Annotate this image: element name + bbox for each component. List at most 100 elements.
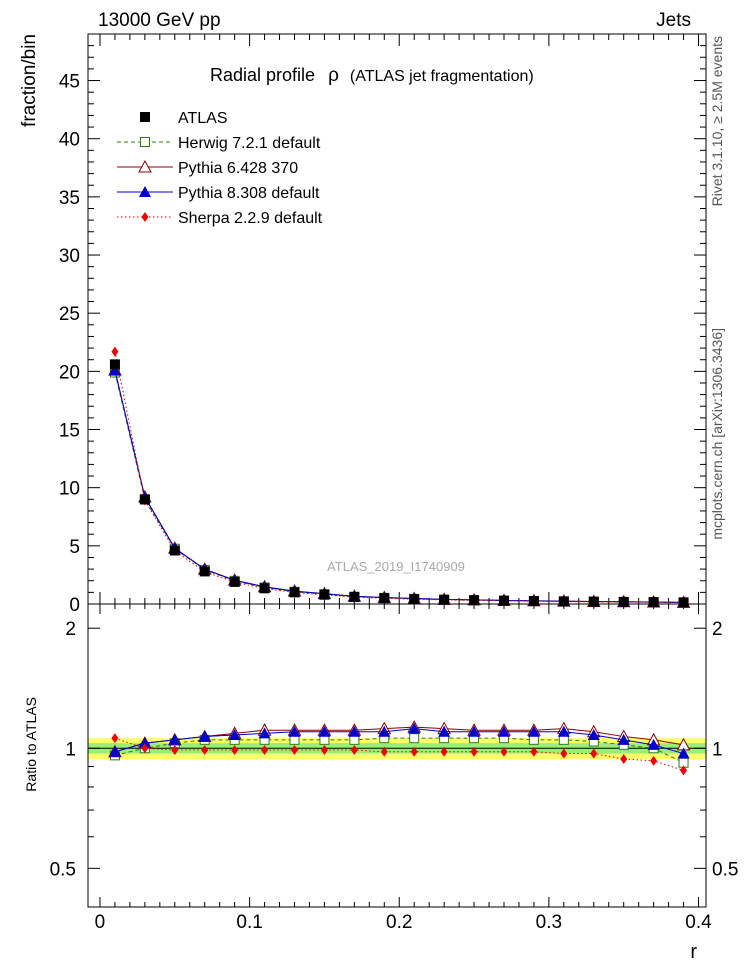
ratio-point-pythia-8-308-default	[168, 733, 181, 745]
main-point-atlas	[528, 596, 539, 607]
legend-label-herwig-7-2-1-default: Herwig 7.2.1 default	[178, 135, 321, 152]
main-series-group	[108, 346, 691, 608]
main-point-atlas	[319, 589, 330, 600]
ratio-point-sherpa-2-2-9-default	[560, 748, 568, 759]
ratio-point-sherpa-2-2-9-default	[680, 765, 688, 776]
main-ytick-label: 5	[69, 537, 80, 558]
ratio-line-pythia-8-308-default	[114, 728, 684, 755]
legend-marker-sherpa-2-2-9-default	[141, 212, 149, 222]
legend-label-sherpa-2-2-9-default: Sherpa 2.2.9 default	[178, 210, 323, 227]
x-tick-label: 0.2	[386, 912, 412, 933]
ratio-point-pythia-8-308-default	[587, 728, 600, 740]
main-ytick-label: 35	[59, 188, 80, 209]
ratio-point-pythia-8-308-default	[108, 745, 121, 757]
x-tick-label: 0.1	[236, 912, 262, 933]
ratio-point-sherpa-2-2-9-default	[261, 745, 269, 756]
ratio-point-pythia-8-308-default	[288, 725, 301, 737]
legend-marker-pythia-8-308-default	[139, 186, 151, 197]
ratio-point-pythia-8-308-default	[408, 722, 421, 734]
ratio-point-pythia-8-308-default	[198, 730, 211, 742]
ratio-point-sherpa-2-2-9-default	[350, 745, 358, 756]
ratio-point-pythia-8-308-default	[318, 725, 331, 737]
ratio-point-pythia-8-308-default	[228, 728, 241, 740]
main-ytick-label: 10	[59, 479, 80, 500]
main-ylabel: fraction/bin	[19, 34, 40, 127]
ratio-point-pythia-8-308-default	[348, 725, 361, 737]
ratio-ylabel: Ratio to ATLAS	[23, 697, 39, 792]
ratio-point-sherpa-2-2-9-default	[650, 755, 658, 766]
ratio-point-pythia-8-308-default	[468, 725, 481, 737]
ratio-ytick-label-right: 0.5	[712, 859, 738, 880]
ratio-line-sherpa-2-2-9-default	[114, 737, 684, 771]
ratio-series-group	[108, 720, 691, 776]
legend-label-atlas: ATLAS	[178, 110, 228, 127]
main-point-atlas	[648, 597, 659, 608]
legend-label-pythia-6-428-370: Pythia 6.428 370	[178, 160, 298, 177]
ratio-point-pythia-8-308-default	[438, 725, 451, 737]
main-point-atlas	[379, 593, 390, 604]
ratio-point-sherpa-2-2-9-default	[201, 745, 209, 756]
process-label: Jets	[656, 10, 691, 31]
main-ytick-label: 20	[59, 362, 80, 383]
main-point-atlas	[109, 359, 120, 370]
main-ytick-label: 40	[59, 130, 80, 151]
main-point-pythia-8-308-default	[108, 364, 121, 376]
main-title-symbol: ρ	[328, 65, 339, 86]
analysis-id: ATLAS_2019_I1740909	[327, 559, 465, 574]
ratio-point-sherpa-2-2-9-default	[231, 745, 239, 756]
ratio-frame	[87, 603, 707, 908]
ratio-point-sherpa-2-2-9-default	[590, 748, 598, 759]
x-tick-label: 0.3	[536, 912, 562, 933]
ratio-point-sherpa-2-2-9-default	[440, 746, 448, 757]
x-tick-label: 0.4	[685, 912, 712, 933]
ratio-ytick-label-left: 0.5	[50, 859, 76, 880]
main-point-atlas	[259, 583, 270, 594]
ratio-point-sherpa-2-2-9-default	[320, 745, 328, 756]
legend-marker-atlas	[140, 112, 150, 122]
ratio-point-sherpa-2-2-9-default	[500, 746, 508, 757]
legend-marker-pythia-6-428-370	[138, 159, 152, 173]
ratio-point-sherpa-2-2-9-default	[410, 746, 418, 757]
legend: ATLAS Herwig 7.2.1 default Pythia 6.428 37…	[117, 110, 323, 227]
x-axis-label: r	[690, 941, 697, 963]
main-ytick-label: 45	[59, 72, 80, 93]
rivet-label: Rivet 3.1.10, ≥ 2.5M events	[709, 36, 725, 206]
ratio-point-pythia-8-308-default	[378, 725, 391, 737]
ratio-point-pythia-8-308-default	[647, 738, 660, 750]
ratio-ytick-label-left: 1	[65, 739, 76, 760]
main-ytick-label: 25	[59, 304, 80, 325]
main-point-atlas	[678, 597, 689, 608]
ratio-point-sherpa-2-2-9-default	[380, 746, 388, 757]
main-point-atlas	[169, 545, 180, 556]
ratio-point-sherpa-2-2-9-default	[290, 745, 298, 756]
legend-marker-herwig-7-2-1-default	[140, 137, 150, 147]
ratio-point-pythia-8-308-default	[527, 725, 540, 737]
main-point-atlas	[409, 594, 420, 605]
ratio-point-pythia-8-308-default	[258, 727, 271, 739]
main-point-atlas	[469, 595, 480, 606]
main-point-atlas	[349, 592, 360, 603]
ratio-point-sherpa-2-2-9-default	[141, 743, 149, 754]
ratio-point-sherpa-2-2-9-default	[111, 733, 119, 744]
main-title-suffix: (ATLAS jet fragmentation)	[350, 68, 534, 85]
x-tick-label: 0	[95, 912, 106, 933]
main-ytick-label: 0	[69, 595, 80, 616]
legend-label-pythia-8-308-default: Pythia 8.308 default	[178, 185, 320, 202]
main-point-atlas	[588, 596, 599, 607]
ratio-uncertainty-band	[88, 738, 706, 759]
ratio-point-pythia-8-308-default	[617, 733, 630, 745]
main-point-atlas	[618, 596, 629, 607]
ratio-ytick-label-right: 1	[712, 739, 723, 760]
energy-label: 13000 GeV pp	[98, 10, 221, 31]
main-point-atlas	[558, 596, 569, 607]
main-point-atlas	[439, 594, 450, 605]
main-point-atlas	[229, 576, 240, 587]
main-title: Radial profile ρ (ATLAS jet fragmentatio…	[210, 65, 534, 86]
mcplots-label: mcplots.cern.ch [arXiv:1306.3436]	[709, 328, 725, 540]
axes: 0 5 10 15 20 25 30 35 40 45 0 0.1 0.2 0.3 0.4 0.5 0.5 1 1 2…	[50, 34, 738, 933]
ratio-point-sherpa-2-2-9-default	[171, 745, 179, 756]
ratio-point-pythia-8-308-default	[557, 725, 570, 737]
main-ytick-label: 30	[59, 246, 80, 267]
main-ytick-label: 15	[59, 421, 80, 442]
